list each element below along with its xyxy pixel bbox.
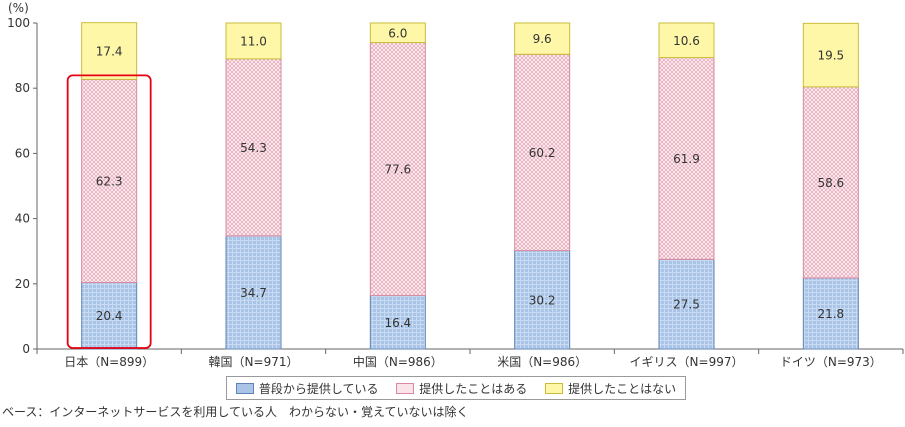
x-tick-label: 米国（N=986）: [497, 355, 587, 369]
legend-swatch-sometimes: [396, 382, 415, 394]
x-tick-label: 韓国（N=971）: [209, 355, 299, 369]
bar-segment: [514, 250, 571, 350]
data-label: 58.6: [817, 176, 844, 190]
data-label: 62.3: [96, 174, 123, 188]
bar-segment: [514, 22, 571, 55]
data-label: 77.6: [384, 163, 411, 177]
bar-segment: [225, 22, 282, 60]
data-label: 6.0: [388, 26, 407, 40]
legend-item-never: 提供したことはない: [545, 380, 676, 397]
bar-segment: [225, 235, 282, 350]
y-tick-label: 40: [15, 212, 30, 226]
legend-item-sometimes: 提供したことはある: [396, 380, 527, 397]
bar-segment: [81, 22, 138, 80]
bar-segment: [514, 53, 571, 252]
stacked-bar-chart: 0 20 40 60 80 100(%) 日本（N=899） 韓国（N=971） 中国（N=98…: [7, 1, 904, 369]
bar-segment: [802, 86, 859, 279]
bar-segment: [658, 22, 715, 59]
legend-swatch-regular: [235, 382, 254, 394]
data-label: 11.0: [240, 34, 267, 48]
x-tick-label: イギリス（N=997）: [630, 355, 744, 369]
x-tick-label: 中国（N=986）: [353, 354, 443, 369]
y-tick-label: 20: [15, 277, 30, 291]
bar-segment: [81, 78, 138, 283]
data-label: 10.6: [673, 34, 700, 48]
bar-segment: [802, 22, 859, 88]
data-label: 9.6: [533, 32, 552, 46]
legend-label-regular: 普段から提供している: [258, 381, 379, 396]
y-tick-label: 100: [7, 16, 30, 30]
data-label: 20.4: [96, 309, 123, 323]
base-note: ベース：インターネットサービスを利用している人 わからない・覚えていないは除く: [2, 405, 469, 419]
y-tick-label: 60: [15, 146, 30, 160]
legend-swatch-never: [545, 382, 564, 394]
bar-segment: [802, 277, 859, 350]
data-label: 21.8: [817, 307, 844, 321]
y-unit-label: (%): [8, 1, 29, 15]
legend: 普段から提供している 提供したことはある 提供したことはない: [226, 376, 686, 400]
data-label: 17.4: [96, 45, 123, 59]
bar-segment: [81, 281, 138, 350]
data-label: 61.9: [673, 152, 700, 166]
data-label: 34.7: [240, 286, 267, 300]
bar-segment: [369, 42, 426, 297]
data-label: 60.2: [529, 146, 556, 160]
x-tick-label: 日本（N=899）: [64, 355, 154, 369]
bar-segment: [369, 22, 426, 44]
y-tick-label: 0: [22, 342, 30, 356]
data-label: 19.5: [817, 49, 844, 63]
data-label: 16.4: [384, 316, 411, 330]
bar-segment: [225, 58, 282, 237]
x-tick-label: ドイツ（N=973）: [780, 355, 882, 369]
bar-segment: [658, 57, 715, 260]
data-label: 54.3: [240, 141, 267, 155]
legend-label-never: 提供したことはない: [568, 381, 677, 396]
legend-label-sometimes: 提供したことはある: [419, 381, 528, 396]
data-label: 30.2: [529, 293, 556, 307]
highlight-box: [66, 74, 152, 349]
y-tick-label: 80: [15, 81, 30, 95]
legend-item-regular: 普段から提供している: [235, 380, 379, 397]
data-label: 27.5: [673, 298, 700, 312]
bar-segment: [658, 258, 715, 350]
